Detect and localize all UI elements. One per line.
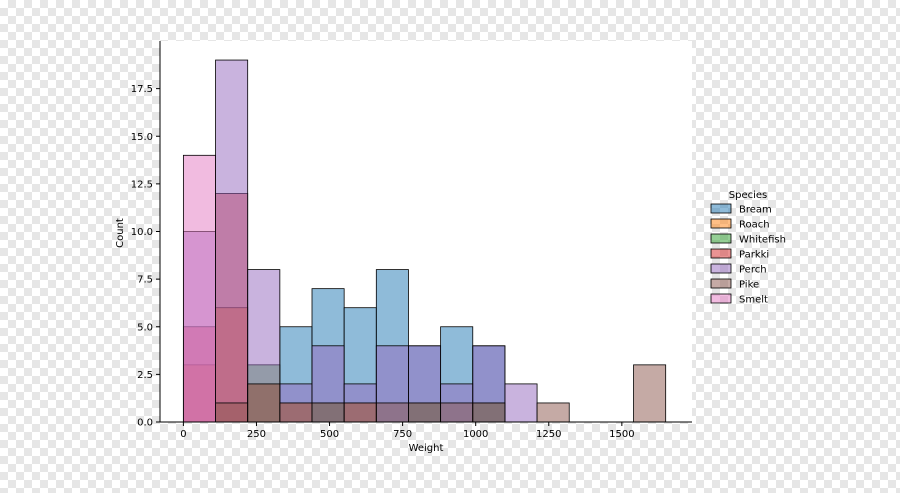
y-tick-label: 12.5	[131, 179, 153, 190]
x-tick-label: 1500	[609, 429, 634, 440]
y-tick-label: 17.5	[131, 84, 153, 95]
bar-pike-bin-4	[311, 402, 345, 423]
y-tick-label: 7.5	[137, 275, 153, 286]
x-tick-label: 500	[320, 429, 339, 440]
x-tick-label: 0	[180, 429, 186, 440]
y-tick-label: 0.0	[137, 418, 153, 429]
y-tick-label: 5.0	[137, 322, 153, 333]
legend-label-pike: Pike	[739, 280, 759, 291]
legend-label-bream: Bream	[739, 205, 772, 216]
legend-label-whitefish: Whitefish	[739, 235, 786, 246]
legend-label-roach: Roach	[739, 220, 770, 231]
legend: Species Bream Roach Whitefish Parkki Perch Pi…	[710, 190, 786, 306]
bar-pike-bin-11	[536, 402, 570, 423]
bar-pike-bin-9	[472, 402, 506, 423]
legend-swatch-pike	[710, 278, 732, 289]
x-tick-label: 750	[393, 429, 412, 440]
bar-pike-bin-1	[215, 402, 249, 423]
histogram-bars	[182, 59, 667, 423]
bar-pike-bin-6	[375, 402, 409, 423]
x-tick-label: 250	[247, 429, 266, 440]
bar-pike-bin-2	[247, 383, 281, 423]
bar-pike-bin-7	[408, 402, 442, 423]
legend-swatch-parkki	[710, 248, 732, 259]
bar-smelt-bin-0	[182, 154, 216, 423]
legend-swatch-smelt	[710, 293, 732, 304]
bar-pike-bin-14	[633, 364, 667, 423]
axes: 0 250 500 750 1000 1250 1500 0.0 2.5 5.0 7.5 10.0 12…	[131, 41, 692, 440]
legend-swatch-bream	[710, 203, 732, 214]
bar-pike-bin-8	[440, 402, 474, 423]
x-tick-label: 1250	[536, 429, 561, 440]
y-tick-label: 10.0	[131, 227, 153, 238]
y-tick-label: 15.0	[131, 132, 153, 143]
legend-label-parkki: Parkki	[739, 250, 769, 261]
legend-title: Species	[729, 190, 768, 201]
legend-swatch-whitefish	[710, 233, 732, 244]
legend-swatch-perch	[710, 263, 732, 274]
x-axis-title: Weight	[409, 443, 444, 454]
bar-perch-bin-10	[504, 383, 538, 423]
y-tick-label: 2.5	[137, 370, 153, 381]
legend-label-smelt: Smelt	[739, 295, 768, 306]
x-tick-label: 1000	[463, 429, 488, 440]
bar-pike-bin-3	[279, 402, 313, 423]
bar-pike-bin-5	[343, 402, 377, 423]
bar-perch-bin-1	[215, 59, 249, 423]
legend-swatch-roach	[710, 218, 732, 229]
legend-label-perch: Perch	[739, 265, 767, 276]
y-axis-title: Count	[115, 218, 126, 248]
